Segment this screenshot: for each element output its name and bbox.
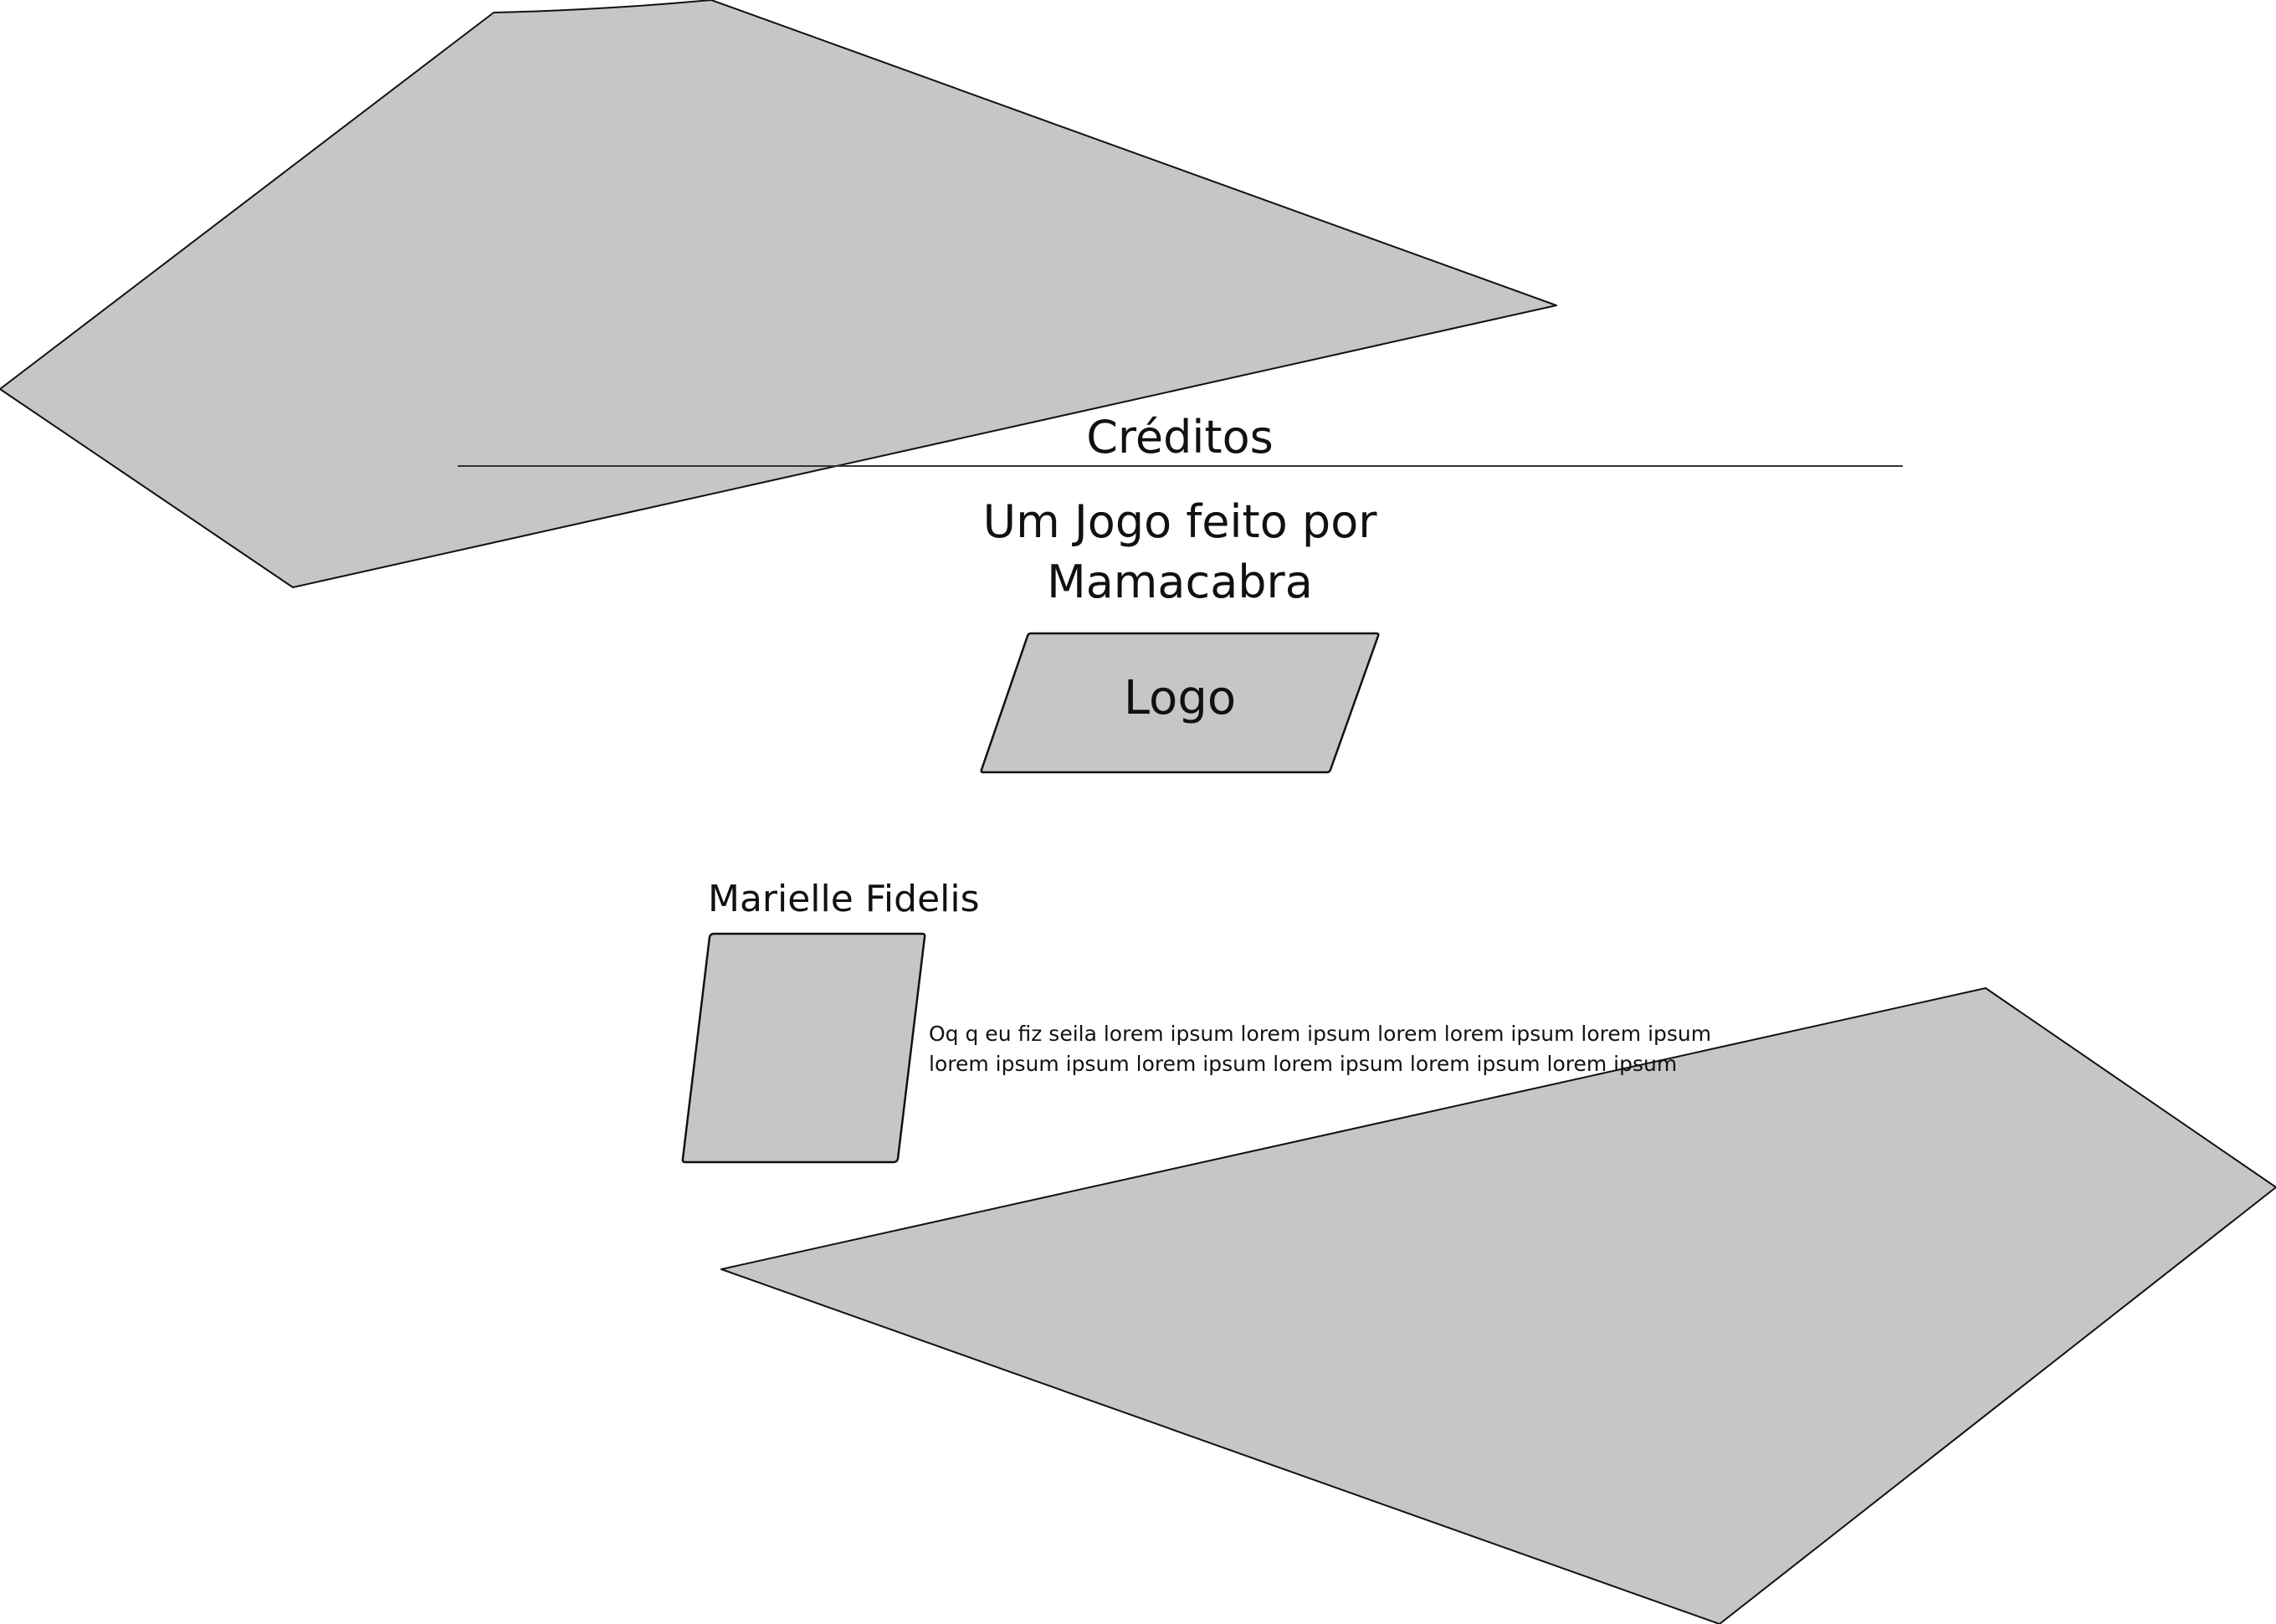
subtitle-line-2: Mamacabra — [1047, 556, 1313, 608]
credits-subtitle: Um Jogo feito por Mamacabra — [887, 492, 1473, 612]
subtitle-line-1: Um Jogo feito por — [982, 495, 1377, 548]
decorative-shape-top — [0, 0, 1557, 588]
credit-description-line-2: lorem ipsum ipsum lorem ipsum lorem ipsu… — [929, 1052, 1678, 1076]
credit-member-description: Oq q eu fiz seila lorem ipsum lorem ipsu… — [929, 1019, 1766, 1079]
logo-placeholder-shape — [980, 632, 1380, 774]
credit-member-name: Marielle Fidelis — [708, 878, 980, 920]
credit-description-line-1: Oq q eu fiz seila lorem ipsum lorem ipsu… — [929, 1022, 1712, 1046]
logo-placeholder-label: Logo — [1123, 671, 1237, 725]
decorative-shape-bottom — [720, 987, 2276, 1624]
credits-title: Créditos — [1086, 411, 1274, 464]
member-portrait-placeholder — [681, 932, 926, 1164]
